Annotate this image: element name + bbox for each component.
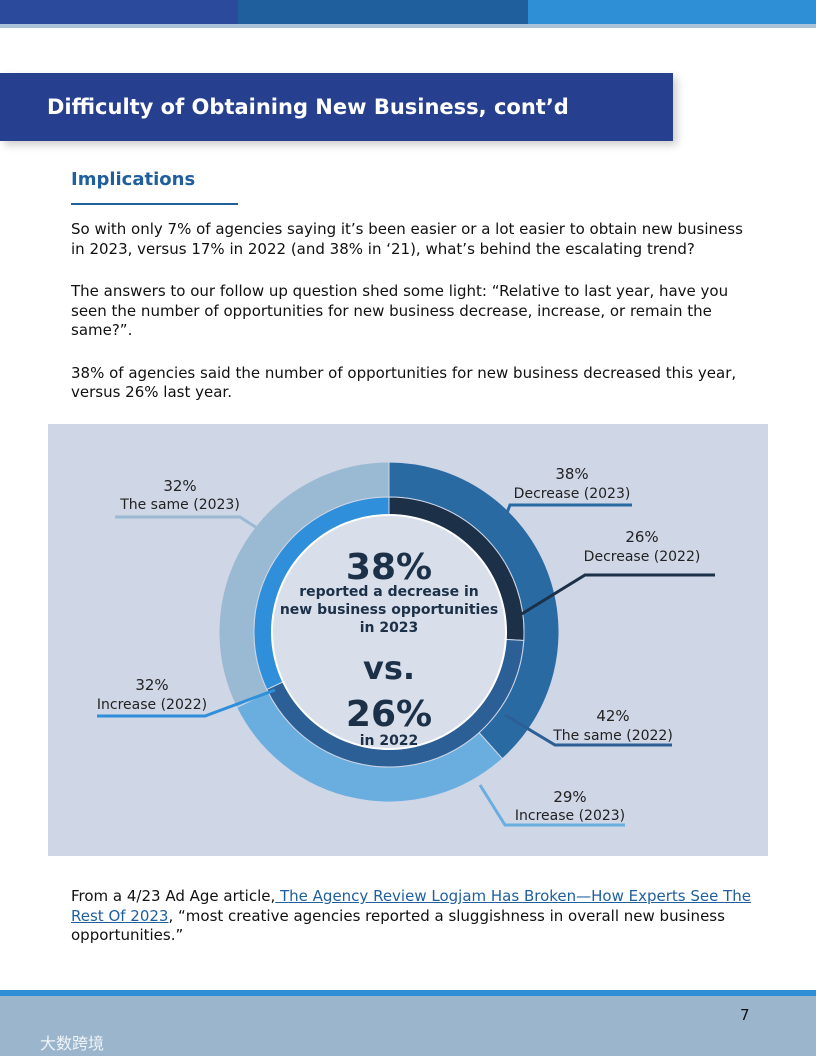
center-text: 26% — [346, 694, 432, 735]
chart: 38% Decrease (2023) 29% Increase (2023) 32% T… — [97, 461, 715, 827]
segment-label: Decrease (2022) — [584, 549, 701, 565]
header-title: Difficulty of Obtaining New Business, co… — [47, 95, 569, 119]
segment-label: Increase (2022) — [97, 697, 207, 713]
footer-bar — [0, 996, 816, 1056]
paragraph: From a 4/23 Ad Age article, The Agency R… — [71, 887, 761, 946]
leader-line — [115, 515, 261, 532]
center-text: new business opportunities — [280, 602, 498, 618]
value-label: 26% — [625, 528, 658, 546]
top-rule — [0, 24, 816, 28]
footer-text: From a 4/23 Ad Age article, The Agency R… — [71, 887, 761, 946]
leader-line — [478, 784, 625, 827]
leader-line — [504, 713, 672, 747]
header-bar: Difficulty of Obtaining New Business, co… — [0, 73, 673, 141]
text: , “most creative agencies reported a slu… — [71, 906, 725, 945]
section-heading: Implications — [71, 169, 196, 190]
value-label: 38% — [555, 465, 588, 483]
value-label: 29% — [553, 788, 586, 806]
top-bar — [528, 0, 816, 24]
watermark: 大数跨境 — [40, 1034, 105, 1053]
center-text: 38% — [346, 547, 432, 588]
paragraph: So with only 7% of agencies saying it’s … — [71, 220, 743, 258]
segment-label: Increase (2023) — [515, 808, 625, 824]
center-disc — [271, 514, 507, 750]
paragraph: 38% of agencies said the number of oppor… — [71, 363, 737, 402]
center-text: in 2022 — [360, 733, 419, 749]
center-text: vs. — [363, 649, 415, 687]
leader-line — [519, 573, 715, 617]
text: From a 4/23 Ad Age article, — [71, 887, 276, 905]
footer-rule — [0, 990, 816, 996]
page-number: 7 — [740, 1006, 750, 1024]
body: So with only 7% of agencies saying it’s … — [71, 220, 761, 403]
chart-panel: 38% Decrease (2023) 29% Increase (2023) 32% T… — [48, 424, 768, 856]
top-bar — [238, 0, 528, 24]
paragraph: The answers to our follow up question sh… — [71, 282, 729, 339]
article-link[interactable]: The Agency Review Logjam Has Broken—How … — [71, 887, 752, 925]
top-bar — [0, 0, 238, 24]
leader-line — [97, 688, 276, 718]
center-text: in 2023 — [360, 620, 419, 636]
segment-label: Decrease (2023) — [514, 486, 631, 502]
value-label: 32% — [163, 477, 196, 495]
leader-line — [503, 503, 632, 519]
segment-label: The same (2023) — [119, 497, 240, 513]
heading-underline — [71, 203, 238, 205]
segment-label: The same (2022) — [552, 728, 673, 744]
value-label: 32% — [135, 676, 168, 694]
center-text: reported a decrease in — [299, 584, 478, 600]
value-label: 42% — [596, 707, 629, 725]
